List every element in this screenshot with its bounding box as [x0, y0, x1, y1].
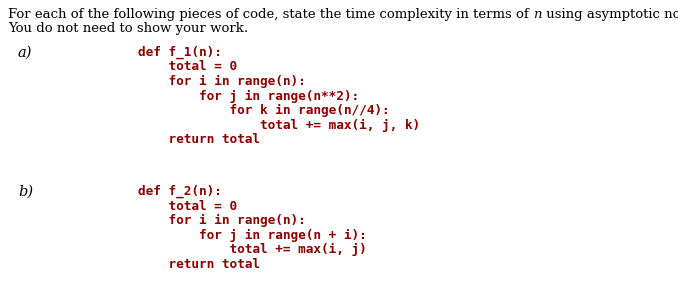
Text: total += max(i, j): total += max(i, j) — [138, 243, 367, 256]
Text: using asymptotic notation.: using asymptotic notation. — [542, 8, 678, 21]
Text: b): b) — [18, 185, 33, 199]
Text: for k in range(n//4):: for k in range(n//4): — [138, 104, 390, 117]
Text: total = 0: total = 0 — [138, 200, 237, 212]
Text: def f_1(n):: def f_1(n): — [138, 46, 222, 59]
Text: For each of the following pieces of code, state the time complexity in terms of: For each of the following pieces of code… — [8, 8, 533, 21]
Text: for i in range(n):: for i in range(n): — [138, 75, 306, 88]
Text: return total: return total — [138, 133, 260, 146]
Text: a): a) — [18, 46, 33, 60]
Text: for j in range(n + i):: for j in range(n + i): — [138, 228, 367, 241]
Text: for j in range(n**2):: for j in range(n**2): — [138, 89, 359, 102]
Text: total += max(i, j, k): total += max(i, j, k) — [138, 119, 420, 132]
Text: You do not need to show your work.: You do not need to show your work. — [8, 22, 248, 35]
Text: for i in range(n):: for i in range(n): — [138, 214, 306, 227]
Text: def f_2(n):: def f_2(n): — [138, 185, 222, 198]
Text: total = 0: total = 0 — [138, 61, 237, 73]
Text: n: n — [533, 8, 542, 21]
Text: return total: return total — [138, 257, 260, 271]
